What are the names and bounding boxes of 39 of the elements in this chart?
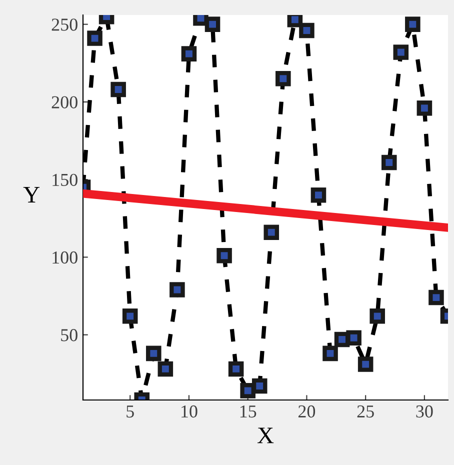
point — [346, 330, 362, 346]
point — [310, 187, 326, 203]
point — [122, 308, 138, 324]
x-axis-title: X — [257, 428, 274, 444]
y-tick-label: 100 — [52, 251, 78, 264]
x-tick-label: 5 — [126, 406, 134, 418]
point — [170, 282, 185, 298]
point — [358, 356, 374, 372]
x-tick-label: 15 — [240, 405, 256, 418]
y-tick-label: 150 — [52, 174, 78, 186]
y-tick-label: 50 — [61, 329, 78, 342]
point — [216, 248, 232, 264]
x-tick-label: 10 — [182, 405, 198, 418]
point — [158, 361, 174, 377]
point — [228, 361, 244, 377]
point — [204, 16, 220, 32]
point — [181, 46, 197, 62]
point — [252, 378, 268, 394]
point — [381, 154, 397, 170]
x-tick-label: 25 — [357, 405, 374, 418]
y-tick-label: 250 — [52, 18, 78, 31]
x-tick-label: 20 — [298, 405, 316, 418]
line-series — [83, 15, 448, 400]
point — [370, 308, 385, 324]
point — [240, 383, 256, 398]
y-tick-label: 200 — [52, 96, 78, 108]
point — [110, 82, 126, 98]
point — [146, 346, 162, 362]
point — [87, 30, 102, 46]
point — [322, 346, 338, 362]
point — [393, 44, 409, 60]
point — [416, 100, 432, 116]
point — [264, 224, 280, 240]
y-axis-title: Y — [23, 187, 40, 202]
x-tick-label: 30 — [416, 405, 433, 418]
point — [276, 71, 291, 86]
point — [405, 16, 420, 32]
point — [299, 22, 314, 38]
point — [428, 290, 444, 306]
